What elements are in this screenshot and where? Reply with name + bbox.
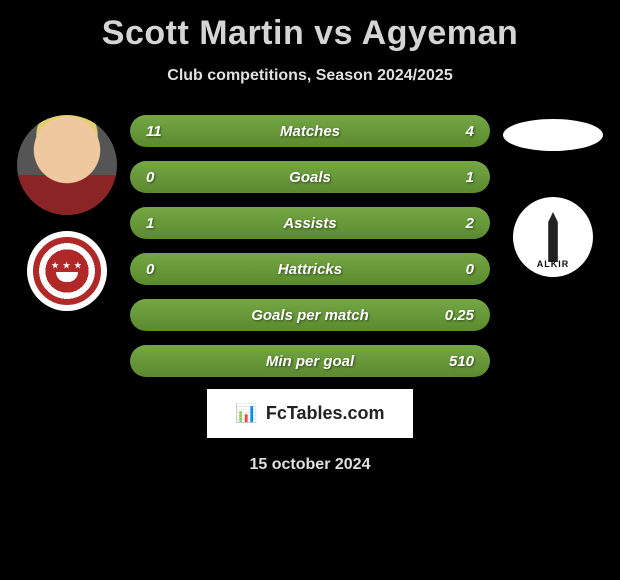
stat-right-value: 1 [434, 169, 474, 186]
stat-label: Min per goal [266, 353, 354, 370]
brand-label: FcTables.com [266, 403, 385, 424]
subtitle: Club competitions, Season 2024/2025 [10, 67, 610, 85]
stat-row-min-per-goal: Min per goal 510 [130, 345, 490, 377]
right-player-avatar [503, 119, 603, 151]
stat-label: Matches [280, 123, 340, 140]
brand-box[interactable]: 📊 FcTables.com [207, 389, 412, 438]
ship-icon [56, 272, 78, 282]
page-title: Scott Martin vs Agyeman [10, 14, 610, 53]
left-player-avatar [17, 115, 117, 215]
stat-right-value: 4 [434, 123, 474, 140]
stat-left-value: 0 [146, 261, 186, 278]
stat-row-assists: 1 Assists 2 [130, 207, 490, 239]
stat-label: Goals per match [251, 307, 369, 324]
stat-row-goals-per-match: Goals per match 0.25 [130, 299, 490, 331]
stat-row-goals: 0 Goals 1 [130, 161, 490, 193]
stat-left-value: 1 [146, 215, 186, 232]
stat-label: Goals [289, 169, 331, 186]
stat-label: Hattricks [278, 261, 342, 278]
stat-right-value: 0 [434, 261, 474, 278]
main-row: ★ ★ ★ 11 Matches 4 0 Goals 1 1 Assists 2 [10, 115, 610, 377]
stat-label: Assists [283, 215, 336, 232]
stat-right-value: 2 [434, 215, 474, 232]
stat-right-value: 0.25 [434, 307, 474, 324]
steeple-icon [541, 212, 565, 262]
stat-row-matches: 11 Matches 4 [130, 115, 490, 147]
right-player-column: ALKIR [498, 115, 608, 277]
branding-row: 📊 FcTables.com [10, 389, 610, 438]
falkirk-text: ALKIR [537, 259, 570, 269]
left-player-column: ★ ★ ★ [12, 115, 122, 311]
stats-list: 11 Matches 4 0 Goals 1 1 Assists 2 0 Hat… [130, 115, 490, 377]
stat-left-value: 0 [146, 169, 186, 186]
stat-row-hattricks: 0 Hattricks 0 [130, 253, 490, 285]
date-label: 15 october 2024 [10, 456, 610, 474]
stat-left-value: 11 [146, 123, 186, 140]
stat-right-value: 510 [434, 353, 474, 370]
comparison-card: Scott Martin vs Agyeman Club competition… [0, 0, 620, 484]
hamilton-inner-icon: ★ ★ ★ [47, 251, 87, 291]
right-club-logo: ALKIR [513, 197, 593, 277]
left-club-logo: ★ ★ ★ [27, 231, 107, 311]
chart-icon: 📊 [235, 403, 257, 424]
stars-icon: ★ ★ ★ [52, 261, 83, 270]
face-placeholder-icon [17, 115, 117, 215]
